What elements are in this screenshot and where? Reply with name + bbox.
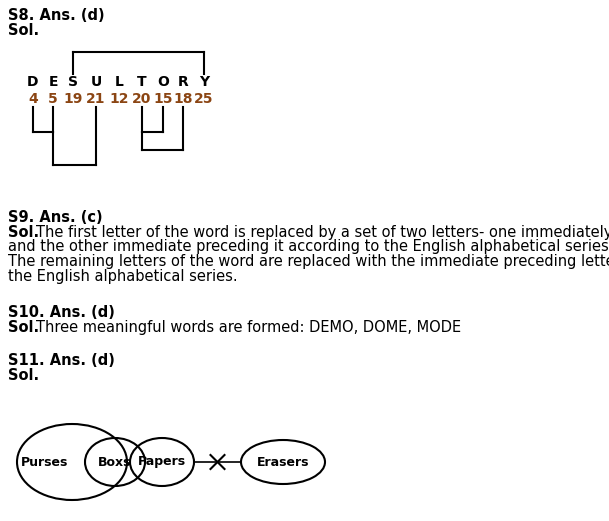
Text: S8. Ans. (d): S8. Ans. (d) [8,8,105,23]
Text: Y: Y [199,75,209,89]
Text: Sol.: Sol. [8,23,39,38]
Text: L: L [114,75,124,89]
Text: R: R [178,75,188,89]
Text: Purses: Purses [21,455,68,468]
Text: 18: 18 [173,92,193,106]
Text: E: E [48,75,58,89]
Text: 5: 5 [48,92,58,106]
Text: S10. Ans. (d): S10. Ans. (d) [8,305,115,320]
Text: Sol.: Sol. [8,225,39,240]
Text: Boxs: Boxs [98,455,132,468]
Text: S: S [68,75,78,89]
Text: D: D [27,75,39,89]
Text: 4: 4 [28,92,38,106]
Text: 21: 21 [86,92,106,106]
Text: The first letter of the word is replaced by a set of two letters- one immediatel: The first letter of the word is replaced… [36,225,609,240]
Text: 12: 12 [109,92,128,106]
Text: 25: 25 [194,92,214,106]
Text: O: O [157,75,169,89]
Text: and the other immediate preceding it according to the English alphabetical serie: and the other immediate preceding it acc… [8,240,609,254]
Text: S11. Ans. (d): S11. Ans. (d) [8,353,115,368]
Text: Erasers: Erasers [257,455,309,468]
Text: T: T [137,75,147,89]
Text: Sol.: Sol. [8,368,39,383]
Text: The remaining letters of the word are replaced with the immediate preceding lett: The remaining letters of the word are re… [8,254,609,269]
Text: Three meaningful words are formed: DEMO, DOME, MODE: Three meaningful words are formed: DEMO,… [36,320,461,335]
Text: 19: 19 [63,92,83,106]
Text: 15: 15 [153,92,173,106]
Text: Sol.: Sol. [8,320,39,335]
Text: Papers: Papers [138,455,186,468]
Text: the English alphabetical series.: the English alphabetical series. [8,268,238,283]
Text: U: U [90,75,102,89]
Text: S9. Ans. (c): S9. Ans. (c) [8,210,103,225]
Text: 20: 20 [132,92,152,106]
